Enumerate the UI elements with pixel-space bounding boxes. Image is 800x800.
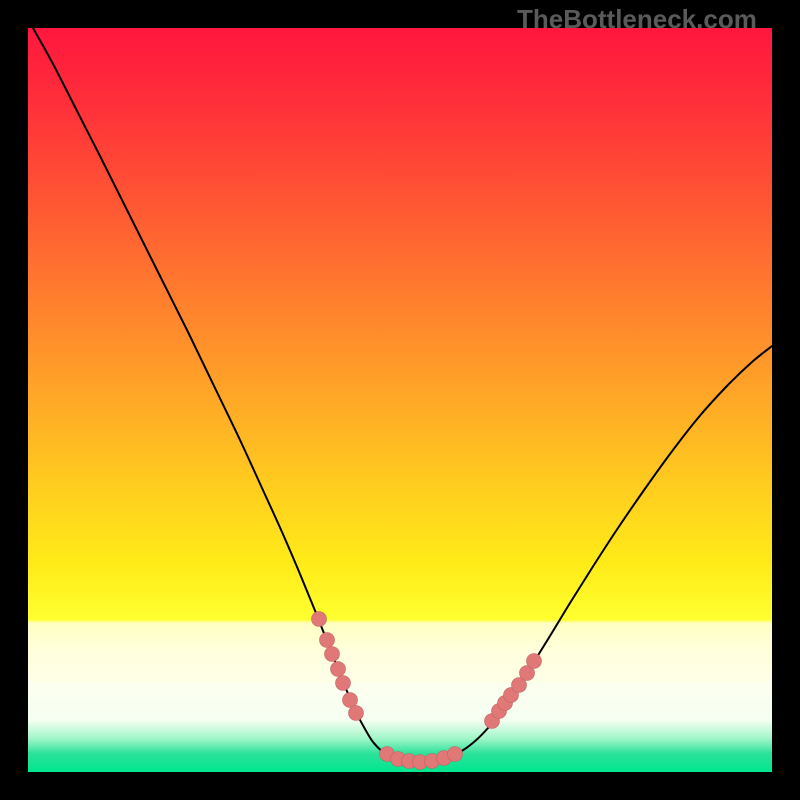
marker-right [527,654,542,669]
watermark-text: TheBottleneck.com [517,4,757,35]
marker-left [349,706,364,721]
marker-left [336,676,351,691]
gradient-background [28,28,772,772]
marker-left [325,647,340,662]
marker-valley [448,747,463,762]
marker-left [331,662,346,677]
bottleneck-chart [0,0,800,800]
marker-left [320,633,335,648]
marker-left [312,612,327,627]
